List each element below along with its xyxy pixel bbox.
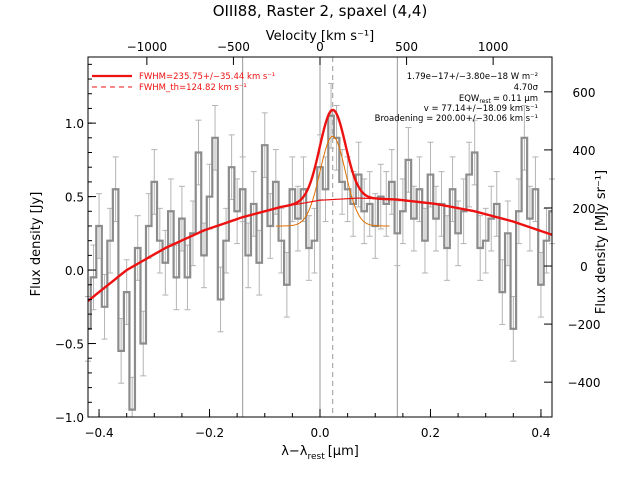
x-tick-label: 0.2 [421, 426, 440, 440]
annotation-eqw: EQWrest = 0.11 μm [459, 94, 538, 105]
annotation-eqw-value: = 0.11 μm [493, 94, 538, 104]
right-tick-label: 400 [573, 144, 596, 158]
legend-entry-fwhm: FWHM=235.75+/−35.44 km s⁻¹ [139, 72, 275, 82]
gaussian-component-line [275, 135, 390, 227]
y-axis-label-right: Flux density [MJy sr⁻¹] [594, 170, 609, 314]
right-tick-label: 0 [580, 260, 588, 274]
y-tick-label: −1.0 [55, 411, 84, 425]
annotation-velocity: v = 77.14+/−18.09 km s⁻¹ [424, 104, 538, 114]
fit-annotations: 1.79e−17+/−3.80e−18 W m⁻² 4.70σ EQWrest =… [375, 72, 539, 124]
legend: FWHM=235.75+/−35.44 km s⁻¹ FWHM_th=124.8… [92, 72, 275, 93]
top-tick-label: 1000 [478, 40, 509, 54]
annotation-eqw-sub: rest [479, 98, 491, 105]
top-tick-label: 0 [316, 40, 324, 54]
total-fit-line [87, 108, 553, 302]
annotation-eqw-label: EQW [459, 94, 480, 104]
y-axis-label-left: Flux density [Jy] [29, 192, 44, 297]
x-tick-label: 0.0 [310, 426, 329, 440]
chart-title: OIII88, Raster 2, spaxel (4,4) [213, 2, 428, 20]
top-tick-label: 500 [395, 40, 418, 54]
x-axis-label-unit: [μm] [328, 444, 359, 459]
legend-entry-fwhm-th: FWHM_th=124.82 km s⁻¹ [139, 83, 247, 93]
y-tick-label: −0.5 [55, 338, 84, 352]
x-tick-label: −0.4 [84, 426, 113, 440]
annotation-significance: 4.70σ [514, 83, 539, 93]
y-tick-label: 0.0 [65, 264, 84, 278]
x-axis-label: λ−λrest [μm] [281, 444, 359, 462]
annotation-line-flux: 1.79e−17+/−3.80e−18 W m⁻² [407, 72, 538, 82]
x-axis-label-main: λ−λ [281, 444, 308, 459]
right-tick-label: −200 [568, 318, 601, 332]
top-tick-label: −1000 [127, 40, 168, 54]
vertical-reference-lines [242, 57, 398, 417]
annotation-broadening: Broadening = 200.00+/−30.06 km s⁻¹ [375, 114, 538, 124]
y-tick-label: 0.5 [65, 191, 84, 205]
y-tick-label: 1.0 [65, 117, 84, 131]
x-axis-label-sub: rest [307, 452, 325, 462]
right-tick-label: −400 [568, 376, 601, 390]
top-tick-label: −500 [217, 40, 250, 54]
right-tick-label: 200 [573, 202, 596, 216]
x-tick-label: −0.2 [195, 426, 224, 440]
top-axis-label: Velocity [km s⁻¹] [266, 29, 374, 44]
x-tick-label: 0.4 [531, 426, 550, 440]
right-tick-label: 600 [573, 86, 596, 100]
axis-ticks [88, 57, 552, 418]
axis-tick-labels: −0.4 −0.2 0.0 0.2 0.4 −1.0 −0.5 0.0 0.5 1.0 −400 −2… [55, 40, 601, 440]
spectrum-step-line [88, 114, 552, 411]
